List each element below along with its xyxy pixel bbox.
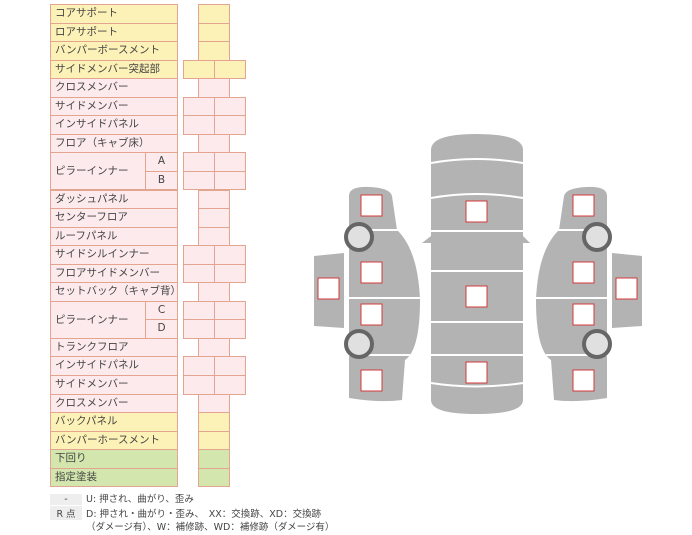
row-label: インサイドパネル (50, 115, 178, 135)
damage-marker[interactable] (615, 277, 638, 300)
row-label: クロスメンバー (50, 78, 178, 98)
legend-row: R 点 D: 押され・曲がり・歪み、 XX：交換跡、XD：交換跡 (50, 506, 321, 520)
row-label: ピラーインナー (50, 152, 146, 191)
row-label: サイドメンバー (50, 96, 178, 117)
car-right-side (536, 186, 607, 402)
damage-marker[interactable] (360, 261, 383, 284)
row-label: クロスメンバー (50, 393, 178, 414)
wheel-rear-right (582, 329, 612, 359)
legend-key: R 点 (50, 506, 82, 520)
damage-marker[interactable] (317, 277, 340, 300)
rating-cell-right (214, 263, 246, 284)
damage-marker[interactable] (465, 361, 488, 384)
damage-marker[interactable] (465, 285, 488, 308)
damage-marker[interactable] (572, 369, 595, 392)
car-left-side (349, 186, 420, 402)
wheel-front-left (344, 222, 374, 252)
row-sub-label: C (145, 300, 178, 321)
row-label: フロアサイドメンバー (50, 263, 178, 284)
legend-text: U: 押され、曲がり、歪み (86, 494, 194, 505)
damage-marker[interactable] (465, 200, 488, 223)
damage-marker[interactable] (360, 194, 383, 217)
rating-cell (198, 467, 230, 488)
rating-cell-right (214, 375, 246, 395)
damage-marker[interactable] (360, 303, 383, 326)
legend-text: D: 押され・曲がり・歪み、 XX：交換跡、XD：交換跡 (86, 509, 322, 520)
wheel-rear-left (344, 329, 374, 359)
legend-row: - U: 押され、曲がり、歪み (50, 491, 194, 505)
wheel-front-right (582, 222, 612, 252)
damage-marker[interactable] (360, 369, 383, 392)
legend-text-cont: （ダメージ有）、W：補修跡、WD：補修跡（ダメージ有） (86, 522, 335, 533)
rating-cell-right (214, 115, 246, 135)
row-label: センターフロア (50, 208, 178, 228)
row-label: サイドメンバー突起部 (50, 59, 178, 80)
rating-cell-right (214, 59, 246, 80)
row-label: サイドシルインナー (50, 245, 178, 265)
rating-cell-right (214, 319, 246, 339)
row-label: ピラーインナー (50, 300, 146, 339)
rating-cell-right (214, 170, 246, 191)
row-label: フロア（キャブ床） (50, 133, 178, 154)
row-label: バンパーホースメント (50, 430, 178, 451)
damage-marker[interactable] (572, 194, 595, 217)
row-label: バックパネル (50, 412, 178, 432)
car-top-body (422, 134, 530, 414)
row-label: バンパーボースメント (50, 41, 178, 61)
damage-marker[interactable] (572, 303, 595, 326)
legend-key: - (50, 494, 82, 505)
damage-marker[interactable] (572, 261, 595, 284)
row-sub-label: A (145, 152, 178, 172)
row-label: 指定塗装 (50, 467, 178, 488)
